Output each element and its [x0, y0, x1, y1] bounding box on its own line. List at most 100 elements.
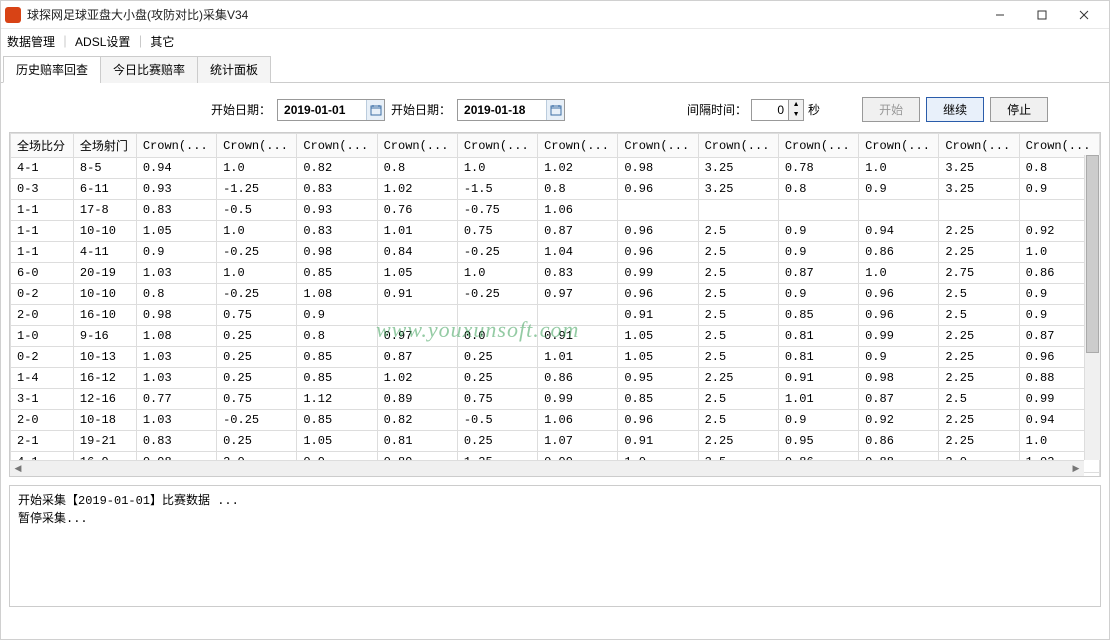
- table-cell: 2.25: [698, 431, 778, 452]
- table-cell: 0.99: [859, 326, 939, 347]
- table-cell: 0.98: [618, 158, 698, 179]
- scroll-left-icon[interactable]: ◀: [10, 461, 26, 476]
- log-line: 暂停采集...: [18, 510, 1092, 528]
- table-cell: -0.25: [217, 242, 297, 263]
- column-header[interactable]: Crown(...: [1019, 134, 1099, 158]
- column-header[interactable]: Crown(...: [297, 134, 377, 158]
- table-row[interactable]: 4-18-50.941.00.820.81.01.020.983.250.781…: [11, 158, 1100, 179]
- table-row[interactable]: 1-117-80.83-0.50.930.76-0.751.06: [11, 200, 1100, 221]
- menu-item[interactable]: 其它: [150, 33, 174, 50]
- calendar-icon[interactable]: [546, 100, 564, 120]
- start-button[interactable]: 开始: [862, 97, 920, 122]
- table-cell: 0.87: [377, 347, 457, 368]
- table-cell: 0.82: [377, 410, 457, 431]
- menu-sep: ｜: [134, 33, 146, 50]
- table-cell: 0.86: [859, 242, 939, 263]
- table-row[interactable]: 1-416-121.030.250.851.020.250.860.952.25…: [11, 368, 1100, 389]
- column-header[interactable]: Crown(...: [778, 134, 858, 158]
- table-row[interactable]: 1-110-101.051.00.831.010.750.870.962.50.…: [11, 221, 1100, 242]
- table-cell: 1-0: [11, 326, 74, 347]
- interval-box: 间隔时间： ▲ ▼ 秒: [687, 99, 820, 121]
- table-cell: 0.0: [457, 326, 537, 347]
- column-header[interactable]: Crown(...: [457, 134, 537, 158]
- table-row[interactable]: 2-010-181.03-0.250.850.82-0.51.060.962.5…: [11, 410, 1100, 431]
- minimize-button[interactable]: [979, 2, 1021, 28]
- maximize-button[interactable]: [1021, 2, 1063, 28]
- table-cell: 0.98: [297, 242, 377, 263]
- column-header[interactable]: Crown(...: [136, 134, 216, 158]
- table-cell: 1.0: [217, 263, 297, 284]
- table-row[interactable]: 1-09-161.080.250.80.970.00.911.052.50.81…: [11, 326, 1100, 347]
- tab-history[interactable]: 历史赔率回查: [3, 56, 101, 83]
- table-row[interactable]: 3-112-160.770.751.120.890.750.990.852.51…: [11, 389, 1100, 410]
- stop-button[interactable]: 停止: [990, 97, 1048, 122]
- column-header[interactable]: 全场射门: [73, 134, 136, 158]
- table-cell: 0.9: [859, 347, 939, 368]
- column-header[interactable]: 全场比分: [11, 134, 74, 158]
- table-cell: [698, 200, 778, 221]
- table-cell: 0.9: [778, 221, 858, 242]
- column-header[interactable]: Crown(...: [217, 134, 297, 158]
- table-cell: 1.03: [136, 368, 216, 389]
- vertical-scrollbar[interactable]: [1084, 155, 1100, 460]
- table-row[interactable]: 0-210-131.030.250.850.870.251.011.052.50…: [11, 347, 1100, 368]
- table-cell: 0.9: [297, 305, 377, 326]
- table-cell: 0-3: [11, 179, 74, 200]
- table-cell: 0.89: [377, 389, 457, 410]
- column-header[interactable]: Crown(...: [939, 134, 1019, 158]
- table-cell: 0.25: [217, 368, 297, 389]
- table-cell: 1.05: [618, 347, 698, 368]
- menu-item[interactable]: 数据管理: [7, 33, 55, 50]
- end-date-box: [457, 99, 565, 121]
- table-cell: 2.25: [939, 368, 1019, 389]
- table-cell: 0.82: [297, 158, 377, 179]
- table-cell: 0.81: [778, 326, 858, 347]
- table-cell: 0.9: [859, 179, 939, 200]
- table-cell: 0.87: [538, 221, 618, 242]
- table-cell: 0.76: [377, 200, 457, 221]
- continue-button[interactable]: 继续: [926, 97, 984, 122]
- table-row[interactable]: 0-210-100.8-0.251.080.91-0.250.970.962.5…: [11, 284, 1100, 305]
- close-button[interactable]: [1063, 2, 1105, 28]
- tab-today[interactable]: 今日比赛赔率: [100, 56, 198, 83]
- column-header[interactable]: Crown(...: [538, 134, 618, 158]
- column-header[interactable]: Crown(...: [859, 134, 939, 158]
- table-row[interactable]: 6-020-191.031.00.851.051.00.830.992.50.8…: [11, 263, 1100, 284]
- table-cell: 1.06: [538, 200, 618, 221]
- table-scroll[interactable]: 全场比分全场射门Crown(...Crown(...Crown(...Crown…: [10, 133, 1100, 476]
- table-cell: 2.5: [698, 284, 778, 305]
- interval-input[interactable]: [752, 101, 788, 119]
- table-row[interactable]: 0-36-110.93-1.250.831.02-1.50.80.963.250…: [11, 179, 1100, 200]
- table-cell: 1.06: [538, 410, 618, 431]
- table-cell: 3.25: [698, 158, 778, 179]
- table-cell: 3.25: [698, 179, 778, 200]
- column-header[interactable]: Crown(...: [618, 134, 698, 158]
- table-cell: 1.12: [297, 389, 377, 410]
- table-cell: 12-16: [73, 389, 136, 410]
- scroll-right-icon[interactable]: ▶: [1068, 461, 1084, 476]
- interval-label: 间隔时间：: [687, 101, 747, 118]
- scroll-thumb[interactable]: [1086, 155, 1099, 353]
- table-cell: 0.83: [136, 431, 216, 452]
- column-header[interactable]: Crown(...: [377, 134, 457, 158]
- table-cell: 0.85: [297, 263, 377, 284]
- table-cell: 0.96: [618, 242, 698, 263]
- tab-stats[interactable]: 统计面板: [197, 56, 271, 83]
- table-cell: 0.87: [778, 263, 858, 284]
- column-header[interactable]: Crown(...: [698, 134, 778, 158]
- calendar-icon[interactable]: [366, 100, 384, 120]
- table-cell: 0.96: [859, 305, 939, 326]
- spin-down-icon[interactable]: ▼: [789, 110, 803, 120]
- start-date-input[interactable]: [278, 101, 366, 119]
- table-cell: 0.96: [618, 221, 698, 242]
- table-row[interactable]: 1-14-110.9-0.250.980.84-0.251.040.962.50…: [11, 242, 1100, 263]
- spin-up-icon[interactable]: ▲: [789, 100, 803, 110]
- table-cell: 1-1: [11, 200, 74, 221]
- app-icon: [5, 7, 21, 23]
- table-row[interactable]: 2-119-210.830.251.050.810.251.070.912.25…: [11, 431, 1100, 452]
- horizontal-scrollbar[interactable]: ◀ ▶: [10, 460, 1084, 476]
- table-cell: 0.96: [618, 284, 698, 305]
- end-date-input[interactable]: [458, 101, 546, 119]
- table-row[interactable]: 2-016-100.980.750.90.912.50.850.962.50.9: [11, 305, 1100, 326]
- menu-item[interactable]: ADSL设置: [75, 33, 130, 50]
